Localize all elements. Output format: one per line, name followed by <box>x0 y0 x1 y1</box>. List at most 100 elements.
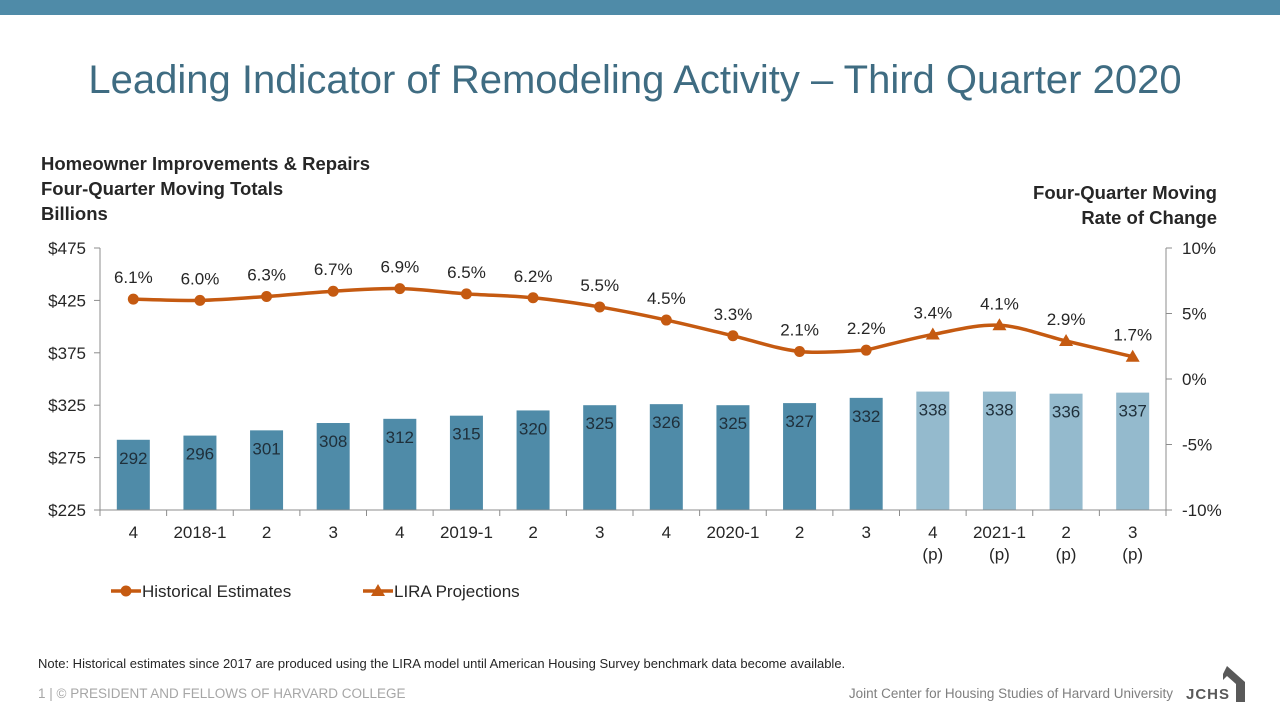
left-axis-tick-label: $425 <box>48 291 86 310</box>
bar <box>183 435 217 510</box>
historical-point-marker <box>460 288 472 300</box>
rate-data-label: 1.7% <box>1113 326 1152 345</box>
bar <box>982 391 1016 510</box>
legend-lira-projections-marker-icon <box>371 584 385 596</box>
x-axis-tick-label: 4 <box>395 523 404 542</box>
bar <box>716 405 750 510</box>
historical-estimates-line <box>133 286 867 355</box>
legend-historical-estimates-marker-icon <box>120 585 132 597</box>
bar-value-label: 337 <box>1119 402 1147 421</box>
x-axis-tick-sublabel: (p) <box>922 545 943 564</box>
bar <box>649 404 683 510</box>
bar-value-label: 325 <box>719 414 747 433</box>
top-accent-bar <box>0 0 1280 15</box>
right-axis-title-line: Rate of Change <box>1081 207 1217 228</box>
historical-point-marker <box>660 314 672 326</box>
bar-value-label: 292 <box>119 449 147 468</box>
x-axis-tick-label: 2 <box>1061 523 1070 542</box>
bar-value-label: 296 <box>186 445 214 464</box>
x-axis-tick-label: 4 <box>129 523 138 542</box>
right-axis-tick-label: 0% <box>1182 370 1207 389</box>
left-axis-title-line: Homeowner Improvements & Repairs <box>41 153 370 174</box>
rate-data-label: 2.2% <box>847 319 886 338</box>
projection-point-marker <box>1059 334 1074 347</box>
bar <box>516 410 550 510</box>
rate-data-label: 2.1% <box>780 320 819 339</box>
rate-data-label: 6.9% <box>380 258 419 277</box>
right-axis-title-line: Four-Quarter Moving <box>1033 182 1217 203</box>
page-title: Leading Indicator of Remodeling Activity… <box>88 58 1182 102</box>
left-axis-tick-label: $275 <box>48 449 86 468</box>
bar <box>116 439 150 510</box>
right-axis-tick-label: 10% <box>1182 239 1216 258</box>
left-axis-tick-label: $375 <box>48 344 86 363</box>
copyright-text: 1 | © PRESIDENT AND FELLOWS OF HARVARD C… <box>38 686 406 701</box>
bar <box>583 405 617 510</box>
x-axis-tick-label: 4 <box>928 523 937 542</box>
historical-point-marker <box>194 294 206 306</box>
bar-value-label: 327 <box>785 412 813 431</box>
left-axis-title: Homeowner Improvements & Repairs Four-Qu… <box>41 151 370 226</box>
bar-value-label: 332 <box>852 407 880 426</box>
historical-point-marker <box>327 285 339 297</box>
rate-data-label: 6.2% <box>514 267 553 286</box>
bar <box>1116 392 1150 510</box>
projection-point-marker <box>925 327 940 340</box>
left-axis-tick-label: $325 <box>48 396 86 415</box>
jchs-house-logo-icon <box>1223 666 1245 702</box>
jchs-logo-text: JCHS <box>1186 686 1231 703</box>
historical-point-marker <box>394 283 406 295</box>
rate-data-label: 4.1% <box>980 294 1019 313</box>
right-axis-title: Four-Quarter Moving Rate of Change <box>1033 180 1217 230</box>
rate-data-label: 4.5% <box>647 289 686 308</box>
bar <box>1049 393 1083 510</box>
historical-point-marker <box>527 292 539 304</box>
x-axis-tick-label: 3 <box>1128 523 1137 542</box>
x-axis-tick-label: 4 <box>662 523 671 542</box>
rate-data-label: 6.5% <box>447 263 486 282</box>
bar-value-label: 326 <box>652 413 680 432</box>
footnote: Note: Historical estimates since 2017 ar… <box>38 656 846 671</box>
bar-value-label: 338 <box>985 401 1013 420</box>
right-axis-tick-label: -5% <box>1182 436 1212 455</box>
projection-point-marker <box>992 318 1007 331</box>
left-axis-title-line: Four-Quarter Moving Totals <box>41 178 284 199</box>
x-axis-tick-label: 2 <box>528 523 537 542</box>
x-axis-tick-label: 3 <box>328 523 337 542</box>
bar-value-label: 320 <box>519 419 547 438</box>
rate-data-label: 2.9% <box>1047 310 1086 329</box>
right-axis-tick-label: 5% <box>1182 305 1207 324</box>
x-axis-tick-label: 2021-1 <box>973 523 1026 542</box>
x-axis-tick-sublabel: (p) <box>989 545 1010 564</box>
bar <box>316 423 350 510</box>
bar-value-label: 301 <box>252 439 280 458</box>
right-axis-tick-label: -10% <box>1182 501 1222 520</box>
historical-point-marker <box>794 345 806 357</box>
bar <box>849 397 883 510</box>
bar <box>449 415 483 510</box>
bar-value-label: 325 <box>586 414 614 433</box>
x-axis-tick-label: 2019-1 <box>440 523 493 542</box>
rate-data-label: 6.7% <box>314 260 353 279</box>
historical-point-marker <box>127 293 139 305</box>
rate-data-label: 6.3% <box>247 265 286 284</box>
bar <box>916 391 950 510</box>
historical-point-marker <box>727 330 739 342</box>
rate-data-label: 5.5% <box>580 276 619 295</box>
legend-historical-estimates-label: Historical Estimates <box>142 582 291 601</box>
x-axis-tick-label: 3 <box>595 523 604 542</box>
left-axis-title-line: Billions <box>41 203 108 224</box>
legend-lira-projections-label: LIRA Projections <box>394 582 520 601</box>
rate-data-label: 3.4% <box>913 303 952 322</box>
bar <box>383 418 417 510</box>
historical-point-marker <box>261 290 273 302</box>
bar-value-label: 336 <box>1052 403 1080 422</box>
rate-data-label: 6.0% <box>181 269 220 288</box>
bar-value-label: 338 <box>919 401 947 420</box>
x-axis-tick-label: 3 <box>861 523 870 542</box>
left-axis-tick-label: $225 <box>48 501 86 520</box>
projection-point-marker <box>1125 349 1140 362</box>
x-axis-tick-sublabel: (p) <box>1056 545 1077 564</box>
x-axis-tick-sublabel: (p) <box>1122 545 1143 564</box>
remodeling-chart: 292 296 301 308 312 315 320 325 326 325 327 332 338 3… <box>48 239 1222 601</box>
